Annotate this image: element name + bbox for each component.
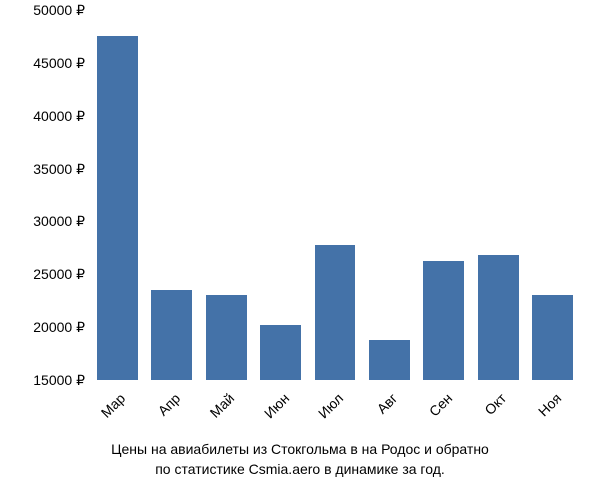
x-tick-label: Апр [154,390,183,419]
y-tick-label: 15000 ₽ [10,373,85,387]
x-tick-label: Окт [482,390,510,418]
chart-container [90,10,580,380]
y-tick-label: 25000 ₽ [10,267,85,281]
caption-line1: Цены на авиабилеты из Стокгольма в на Ро… [111,441,489,457]
x-tick-label: Май [207,390,238,421]
bar [423,261,464,380]
x-tick-label: Авг [374,390,401,417]
x-axis-labels: Мар Апр Май Июн Июл Авг Сен Окт Ноя [90,385,580,445]
x-tick-label: Ноя [535,390,564,419]
x-tick-label: Мар [98,390,129,421]
bar [151,290,192,380]
y-tick-label: 35000 ₽ [10,162,85,176]
bar [260,325,301,380]
y-tick-label: 50000 ₽ [10,3,85,17]
plot-area [90,10,580,380]
caption-line2: по статистике Csmia.aero в динамике за г… [155,461,445,477]
y-axis-labels: 15000 ₽20000 ₽25000 ₽30000 ₽35000 ₽40000… [10,10,85,380]
x-tick-label: Июн [261,390,292,421]
chart-caption: Цены на авиабилеты из Стокгольма в на Ро… [0,440,600,479]
bar [97,36,138,380]
x-tick-label: Июл [315,390,346,421]
y-tick-label: 40000 ₽ [10,109,85,123]
bar [315,245,356,380]
bar [478,255,519,380]
x-tick-label: Сен [426,390,455,419]
bar [369,340,410,380]
y-tick-label: 20000 ₽ [10,320,85,334]
bar [206,295,247,380]
bar [532,295,573,380]
y-tick-label: 45000 ₽ [10,56,85,70]
y-tick-label: 30000 ₽ [10,214,85,228]
